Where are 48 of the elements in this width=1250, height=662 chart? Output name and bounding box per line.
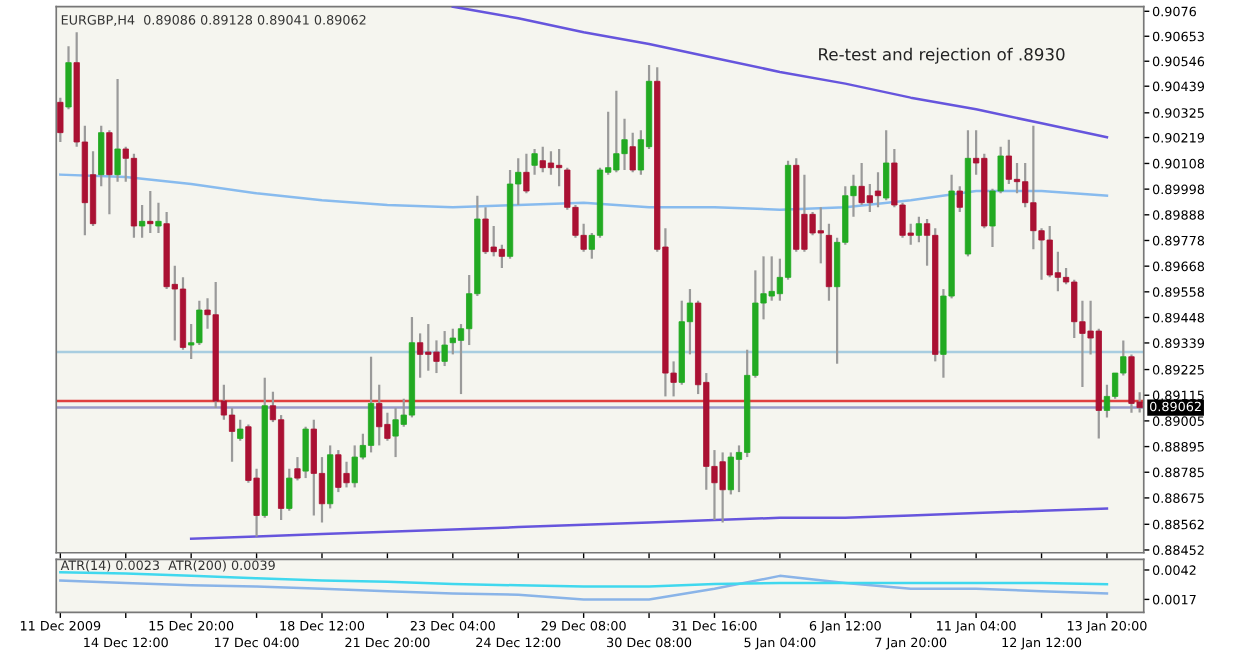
candlestick xyxy=(310,418,317,517)
candlestick xyxy=(335,448,342,494)
candlestick xyxy=(613,89,620,174)
candlestick xyxy=(1013,161,1021,195)
candlestick xyxy=(294,455,301,482)
candlestick xyxy=(65,45,72,111)
candlestick xyxy=(490,224,497,258)
candlestick xyxy=(1046,224,1053,279)
candlestick xyxy=(228,406,236,463)
candlestick xyxy=(416,332,424,379)
line-series xyxy=(59,574,1109,601)
candlestick xyxy=(302,425,309,480)
candlestick xyxy=(343,460,350,489)
line-series xyxy=(59,571,1109,588)
candlestick xyxy=(539,145,546,174)
candlestick xyxy=(523,152,530,195)
candlestick xyxy=(433,339,440,375)
candlestick xyxy=(556,147,563,188)
candlestick xyxy=(866,182,873,214)
candlestick xyxy=(801,173,808,253)
candlestick xyxy=(367,355,375,454)
candlestick xyxy=(1128,353,1135,414)
candlestick xyxy=(498,243,505,270)
candlestick xyxy=(482,206,489,256)
candlestick xyxy=(1005,138,1012,186)
line-series xyxy=(189,507,1109,541)
line-series xyxy=(451,6,1109,139)
candlestick xyxy=(621,117,628,172)
candlestick xyxy=(196,299,203,347)
candlestick xyxy=(441,329,448,368)
candlestick xyxy=(155,201,162,235)
candlestick xyxy=(392,406,399,459)
candlestick xyxy=(547,150,555,176)
candlestick xyxy=(98,124,105,188)
candlestick xyxy=(237,418,244,442)
candlestick xyxy=(351,444,358,489)
candlestick xyxy=(114,77,121,183)
candlestick xyxy=(915,215,923,244)
candlestick xyxy=(719,451,726,524)
candlestick xyxy=(376,383,383,447)
candlestick xyxy=(883,129,890,202)
candlestick xyxy=(874,171,882,209)
candlestick xyxy=(425,322,432,372)
candlestick xyxy=(138,203,146,239)
candlestick xyxy=(956,185,963,214)
annotation: Re-test and rejection of .8930 xyxy=(819,47,1065,64)
candlestick xyxy=(817,206,824,265)
candlestick xyxy=(147,189,154,235)
